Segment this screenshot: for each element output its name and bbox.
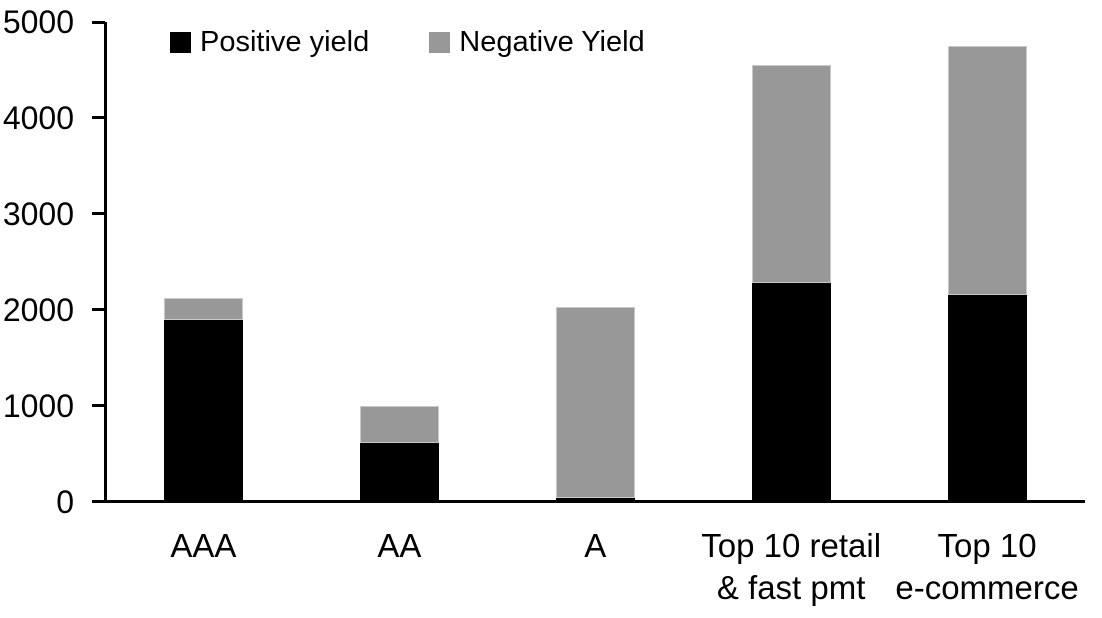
negative-yield-swatch — [429, 31, 451, 53]
bar-segment-positive — [555, 497, 635, 502]
y-tick — [92, 212, 105, 216]
y-tick — [92, 404, 105, 408]
x-category-label: AA — [269, 525, 529, 567]
bar-segment-negative — [947, 45, 1027, 296]
bar-segment-positive — [947, 295, 1027, 502]
y-tick — [92, 308, 105, 312]
x-category-label-line: AAA — [170, 527, 237, 564]
chart-legend: Positive yield Negative Yield — [170, 25, 645, 59]
bar-segment-positive — [163, 320, 243, 502]
x-category-label: Top 10 e-commerce — [857, 525, 1102, 609]
bar-segment-negative — [751, 65, 831, 283]
x-category-label: Top 10 retail & fast pmt — [661, 525, 921, 609]
x-category-label-line: Top 10 retail — [701, 527, 882, 564]
y-tick-label: 2000 — [2, 291, 74, 328]
y-tick-label: 0 — [56, 483, 74, 520]
legend-label-negative-yield: Negative Yield — [459, 26, 645, 58]
y-axis — [104, 22, 107, 503]
y-tick-label: 4000 — [2, 99, 74, 136]
y-tick — [92, 116, 105, 120]
x-category-label: AAA — [73, 525, 333, 567]
x-category-label-line: AA — [377, 527, 422, 564]
y-tick — [92, 500, 105, 503]
x-axis — [93, 500, 1085, 503]
x-category-label: A — [465, 525, 725, 567]
x-category-label-line: e-commerce — [895, 569, 1079, 606]
x-category-label-line: Top 10 — [937, 527, 1037, 564]
legend-label-positive-yield: Positive yield — [200, 26, 370, 58]
x-category-label-line: & fast pmt — [716, 569, 866, 606]
y-tick-label: 5000 — [2, 4, 74, 40]
positive-yield-swatch — [170, 31, 191, 53]
bar-segment-positive — [359, 443, 439, 502]
legend-item-positive-yield: Positive yield — [170, 25, 369, 59]
legend-item-negative-yield: Negative Yield — [429, 25, 645, 59]
y-tick — [92, 20, 105, 24]
bar-segment-negative — [359, 405, 439, 443]
y-tick-label: 1000 — [2, 387, 74, 424]
y-tick-label: 3000 — [2, 195, 74, 232]
x-category-label-line: A — [584, 527, 607, 564]
bar-segment-negative — [163, 298, 243, 321]
bar-segment-negative — [555, 306, 635, 498]
bar-segment-positive — [751, 282, 831, 502]
